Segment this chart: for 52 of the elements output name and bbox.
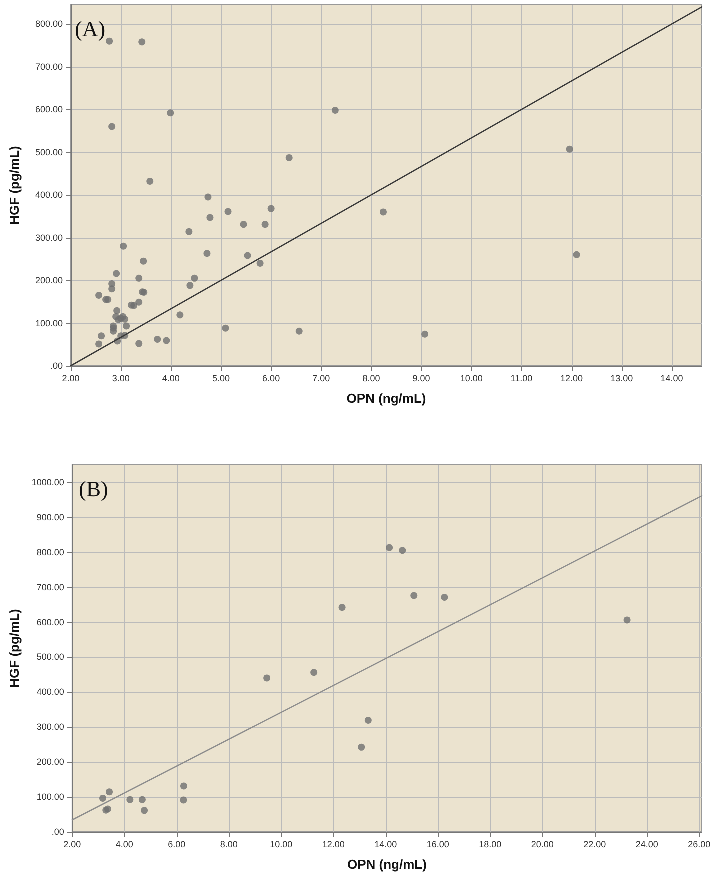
x-tick-label: 10.00 — [460, 374, 483, 384]
x-tick-label: 22.00 — [584, 840, 606, 850]
y-tick-label: .00 — [52, 827, 64, 837]
x-tick-label: 14.00 — [660, 374, 684, 384]
x-tick-label: 10.00 — [270, 840, 293, 850]
y-tick-label: 700.00 — [36, 582, 64, 592]
y-tick-label: 400.00 — [36, 687, 64, 698]
y-tick-label: .00 — [50, 361, 63, 371]
x-tick-label: 24.00 — [636, 840, 658, 850]
x-tick-label: 13.00 — [610, 374, 634, 384]
x-tick-label: 8.00 — [362, 374, 380, 384]
x-axis-title: OPN (ng/mL) — [348, 857, 427, 872]
x-tick-label: 3.00 — [112, 374, 130, 384]
y-tick-label: 100.00 — [35, 318, 63, 328]
x-tick-label: 20.00 — [531, 840, 554, 850]
x-tick-label: 2.00 — [64, 840, 82, 850]
y-tick-label: 1000.00 — [32, 477, 64, 488]
x-tick-label: 18.00 — [479, 840, 502, 850]
x-tick-label: 12.00 — [560, 374, 584, 384]
x-tick-label: 4.00 — [162, 374, 180, 384]
y-tick-label: 800.00 — [35, 19, 63, 30]
x-tick-label: 11.00 — [510, 374, 533, 384]
y-tick-label: 700.00 — [35, 62, 63, 72]
y-tick-label: 800.00 — [36, 547, 64, 558]
x-tick-label: 9.00 — [412, 374, 430, 384]
x-axis-title: OPN (ng/mL) — [346, 391, 426, 406]
y-tick-label: 200.00 — [35, 276, 63, 286]
x-tick-label: 16.00 — [426, 840, 450, 850]
y-tick-label: 100.00 — [36, 792, 64, 802]
y-tick-label: 600.00 — [35, 104, 63, 115]
x-tick-label: 26.00 — [688, 840, 711, 850]
y-tick-label: 300.00 — [36, 722, 64, 732]
x-tick-label: 6.00 — [262, 374, 280, 384]
x-tick-label: 12.00 — [322, 840, 345, 850]
x-tick-label: 4.00 — [116, 840, 134, 850]
y-axis-title: HGF (pg/mL) — [7, 609, 22, 688]
x-tick-label: 6.00 — [168, 840, 186, 850]
y-tick-label: 900.00 — [36, 512, 64, 522]
y-tick-label: 500.00 — [36, 652, 64, 662]
y-tick-label: 600.00 — [36, 617, 64, 628]
text: (A) — [75, 16, 106, 42]
y-tick-label: 300.00 — [35, 232, 63, 243]
x-tick-label: 8.00 — [220, 840, 238, 850]
y-tick-label: 500.00 — [35, 147, 63, 158]
x-tick-label: 7.00 — [312, 374, 330, 384]
y-tick-label: 400.00 — [35, 190, 63, 200]
x-tick-label: 2.00 — [62, 374, 80, 384]
y-axis-title: HGF (pg/mL) — [7, 146, 22, 225]
y-tick-label: 200.00 — [36, 757, 64, 768]
text: (B) — [79, 476, 108, 502]
x-tick-label: 5.00 — [212, 374, 230, 384]
x-tick-label: 14.00 — [374, 840, 398, 850]
